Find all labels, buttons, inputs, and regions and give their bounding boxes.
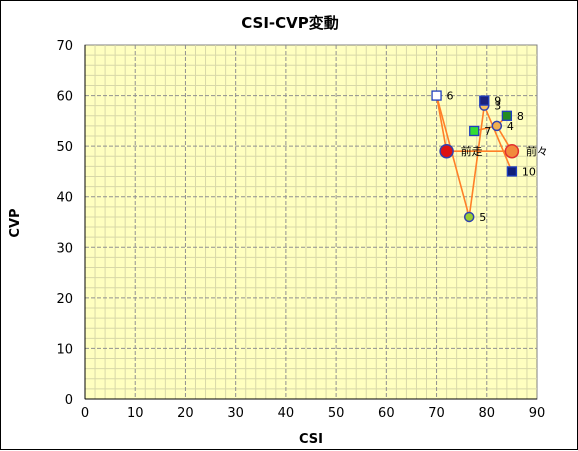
point-label: 4 [507, 120, 514, 133]
y-axis-label: CVP [8, 208, 23, 237]
point-label: 10 [522, 165, 536, 178]
point-label: 3 [494, 100, 501, 113]
point-label: 前々 [526, 144, 548, 158]
x-tick-labels: 0 10 20 30 40 50 60 70 80 90 [81, 406, 545, 421]
y-tick-label: 10 [56, 342, 73, 357]
chart-title: CSI-CVP変動 [241, 14, 339, 32]
data-point-circle [504, 143, 520, 159]
y-tick-label: 40 [56, 191, 73, 206]
major-grid [84, 45, 537, 400]
data-point-circle [463, 211, 475, 223]
x-tick-label: 50 [328, 406, 345, 421]
data-point-square [506, 166, 518, 177]
y-tick-label: 70 [56, 39, 73, 54]
connection-line [468, 105, 486, 218]
y-tick-labels: 0 10 20 30 40 50 60 70 [56, 39, 73, 408]
x-tick-label: 70 [428, 406, 445, 421]
y-tick-label: 30 [56, 241, 73, 256]
point-label: 8 [517, 110, 524, 123]
data-point-circle [439, 143, 454, 159]
x-tick-label: 40 [278, 406, 295, 421]
point-label: 6 [447, 90, 454, 103]
x-axis-label: CSI [299, 432, 323, 447]
x-tick-label: 80 [479, 406, 496, 421]
y-tick-label: 20 [56, 292, 73, 307]
data-point-square [479, 95, 490, 106]
point-labels: 前々 前走 34 5 6 7 8 9 10 [447, 90, 548, 224]
y-tick-label: 50 [56, 140, 73, 155]
x-tick-label: 0 [81, 406, 89, 421]
y-tick-label: 0 [65, 393, 73, 408]
point-label: 5 [479, 211, 486, 224]
data-point-square [501, 110, 513, 121]
point-label: 7 [484, 125, 491, 138]
x-tick-label: 30 [227, 406, 244, 421]
data-points [431, 90, 520, 223]
connection-line [483, 105, 513, 172]
point-label: 9 [494, 95, 501, 108]
x-tick-label: 10 [127, 406, 144, 421]
point-label: 前走 [461, 144, 483, 158]
x-tick-label: 60 [378, 406, 395, 421]
x-tick-label: 90 [529, 406, 546, 421]
y-tick-label: 60 [56, 90, 73, 105]
connection-line [435, 95, 470, 218]
data-point-square [431, 90, 442, 101]
data-point-square [469, 125, 480, 137]
data-point-circle [491, 120, 503, 132]
plot-area [84, 44, 538, 400]
minor-grid [85, 45, 537, 399]
x-tick-label: 20 [177, 406, 194, 421]
